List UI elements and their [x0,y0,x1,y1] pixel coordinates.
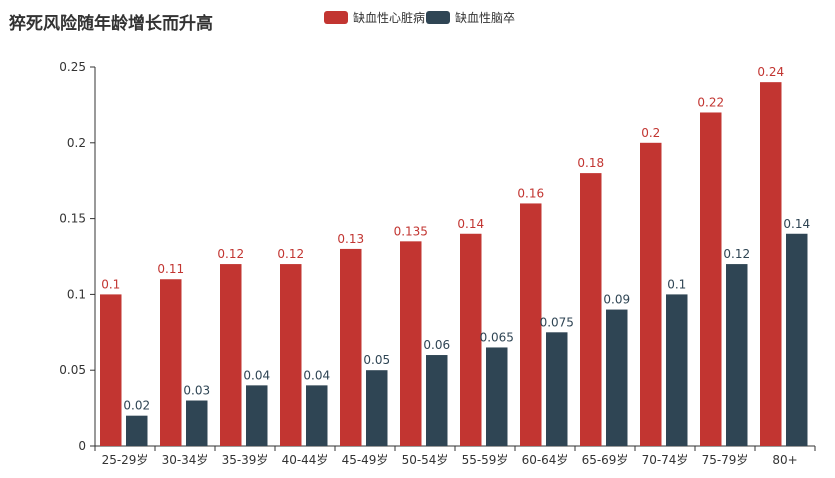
legend-label: 缺血性心脏病 [353,10,425,25]
bar-stroke [426,355,448,446]
x-tick-label: 45-49岁 [342,452,389,467]
x-tick-label: 55-59岁 [462,452,509,467]
y-tick-label: 0.05 [59,363,86,377]
data-label: 0.065 [480,330,514,344]
data-label: 0.1 [667,277,686,291]
data-label: 0.075 [540,315,574,329]
bar-heart [460,233,482,446]
bar-stroke [486,347,508,446]
bar-stroke [546,332,568,446]
data-label: 0.22 [697,95,724,109]
bar-stroke [246,385,268,446]
data-label: 0.16 [517,186,544,200]
y-tick-label: 0.1 [67,287,86,301]
data-label: 0.1 [101,277,120,291]
x-tick-label: 70-74岁 [642,452,689,467]
data-label: 0.03 [183,384,210,398]
bar-stroke [666,294,688,446]
bar-stroke [306,385,328,446]
data-label: 0.09 [603,293,630,307]
x-tick-label: 25-29岁 [102,452,149,467]
data-label: 0.04 [303,368,330,382]
bar-stroke [726,264,748,446]
y-tick-label: 0.2 [67,136,86,150]
data-label: 0.12 [217,247,244,261]
bar-stroke [126,415,148,446]
bar-stroke [366,370,388,446]
data-label: 0.12 [723,247,750,261]
legend-swatch [426,11,450,24]
data-label: 0.12 [277,247,304,261]
data-label: 0.02 [123,399,150,413]
data-label: 0.06 [423,338,450,352]
bar-heart [580,173,602,446]
bar-stroke [186,400,208,446]
x-tick-label: 80+ [772,453,797,467]
x-tick-label: 50-54岁 [402,452,449,467]
bar-heart [220,264,242,446]
bar-heart [760,82,782,446]
data-label: 0.13 [337,232,364,246]
data-label: 0.135 [394,224,428,238]
y-tick-label: 0.25 [59,60,86,74]
bar-heart [520,203,542,446]
bar-stroke [606,309,628,446]
x-tick-label: 75-79岁 [702,452,749,467]
bar-heart [280,264,302,446]
bar-heart [400,241,422,446]
data-label: 0.2 [641,126,660,140]
bar-stroke [786,233,808,446]
data-label: 0.04 [243,368,270,382]
legend-label: 缺血性脑卒 [455,10,515,25]
x-tick-label: 40-44岁 [282,452,329,467]
bar-heart [340,248,362,446]
bar-heart [100,294,122,446]
legend-swatch [324,11,348,24]
data-label: 0.24 [757,65,784,79]
bar-heart [700,112,722,446]
data-label: 0.14 [783,217,810,231]
chart-title: 猝死风险随年龄增长而升高 [9,14,213,34]
x-tick-label: 30-34岁 [162,452,209,467]
bar-heart [640,142,662,447]
data-label: 0.05 [363,353,390,367]
x-tick-label: 60-64岁 [522,452,569,467]
data-label: 0.18 [577,156,604,170]
data-label: 0.11 [157,262,184,276]
bar-heart [160,279,182,446]
y-tick-label: 0.15 [59,212,86,226]
x-tick-label: 65-69岁 [582,452,629,467]
x-tick-label: 35-39岁 [222,452,269,467]
y-tick-label: 0 [78,439,86,453]
data-label: 0.14 [457,217,484,231]
